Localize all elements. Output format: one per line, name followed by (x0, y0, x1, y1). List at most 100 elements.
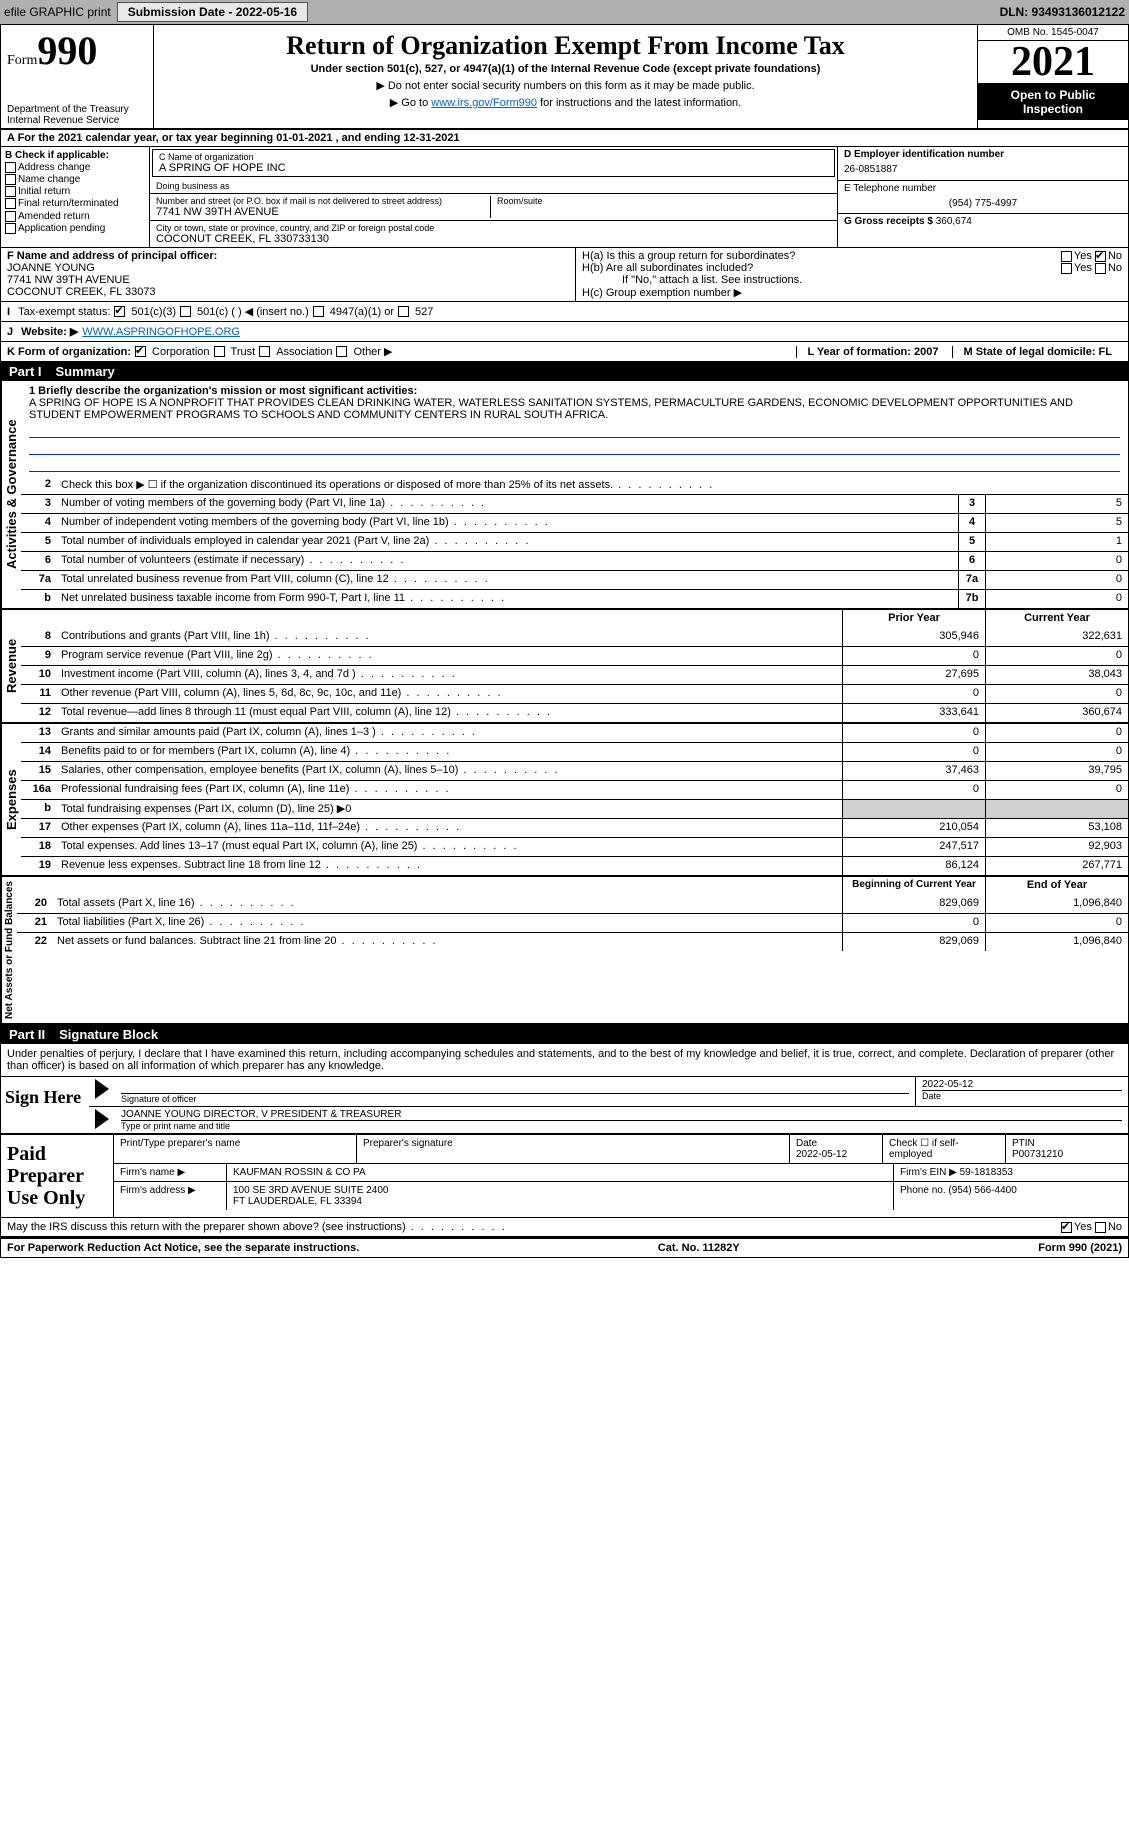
website-link[interactable]: WWW.ASPRINGOFHOPE.ORG (82, 326, 240, 338)
cb-address: Address change (5, 162, 145, 173)
city-label: City or town, state or province, country… (156, 223, 831, 233)
col-d-to-g: D Employer identification number 26-0851… (837, 147, 1128, 247)
line-21: 21Total liabilities (Part X, line 26)00 (17, 913, 1128, 932)
end-year-hdr: End of Year (985, 877, 1128, 895)
line-12: 12Total revenue—add lines 8 through 11 (… (21, 703, 1128, 722)
cb-corp[interactable] (135, 346, 146, 357)
cb-trust[interactable] (214, 346, 225, 357)
ein-label: D Employer identification number (844, 149, 1122, 160)
tax-year: 2021 (978, 41, 1128, 84)
note-ssn: ▶ Do not enter social security numbers o… (162, 79, 969, 92)
arrow-icon (95, 1079, 109, 1099)
gov-line-3: 3Number of voting members of the governi… (21, 494, 1128, 513)
org-name-label: C Name of organization (159, 152, 828, 162)
gov-line-7a: 7aTotal unrelated business revenue from … (21, 570, 1128, 589)
self-emp-hdr: Check ☐ if self-employed (883, 1135, 1006, 1163)
col-c-org-info: C Name of organization A SPRING OF HOPE … (150, 147, 837, 247)
gov-line-b: bNet unrelated business taxable income f… (21, 589, 1128, 608)
header-left: Form990 Department of the Treasury Inter… (1, 25, 154, 128)
cb-501c3[interactable] (114, 306, 125, 317)
state-domicile: M State of legal domicile: FL (952, 346, 1122, 358)
line-8: 8Contributions and grants (Part VIII, li… (21, 628, 1128, 646)
cb-pending: Application pending (5, 223, 145, 234)
rev-header-row: Prior Year Current Year (21, 610, 1128, 628)
dept-label: Department of the Treasury (7, 104, 147, 115)
hb-yes[interactable] (1061, 263, 1072, 274)
firm-addr-label: Firm's address ▶ (114, 1182, 227, 1210)
form-footer: Form 990 (2021) (1038, 1242, 1122, 1254)
line-14: 14Benefits paid to or for members (Part … (21, 742, 1128, 761)
officer-name: JOANNE YOUNG (7, 262, 569, 274)
col-h-group: H(a) Is this a group return for subordin… (575, 248, 1128, 301)
may-discuss-row: May the IRS discuss this return with the… (1, 1217, 1128, 1237)
col-b-checkboxes: B Check if applicable: Address change Na… (1, 147, 150, 247)
footer: For Paperwork Reduction Act Notice, see … (1, 1237, 1128, 1257)
cb-501c[interactable] (180, 306, 191, 317)
sign-here-label: Sign Here (1, 1077, 89, 1133)
form-word: Form (7, 53, 37, 68)
firm-addr1: 100 SE 3RD AVENUE SUITE 2400 (233, 1185, 388, 1196)
firm-phone: (954) 566-4400 (948, 1185, 1016, 1196)
line-18: 18Total expenses. Add lines 13–17 (must … (21, 837, 1128, 856)
cb-name: Name change (5, 174, 145, 185)
row-j-website: J Website: ▶ WWW.ASPRINGOFHOPE.ORG (1, 322, 1128, 342)
officer-addr1: 7741 NW 39TH AVENUE (7, 274, 569, 286)
street-value: 7741 NW 39TH AVENUE (156, 206, 490, 218)
row-k-l-m: K Form of organization: Corporation Trus… (1, 342, 1128, 362)
line-22: 22Net assets or fund balances. Subtract … (17, 932, 1128, 951)
part1-bar: Part I Summary (1, 362, 1128, 381)
line-19: 19Revenue less expenses. Subtract line 1… (21, 856, 1128, 875)
line-17: 17Other expenses (Part IX, column (A), l… (21, 818, 1128, 837)
sig-officer-label: Signature of officer (121, 1093, 909, 1104)
row-a-tax-year: A For the 2021 calendar year, or tax yea… (1, 130, 1128, 147)
firm-name-label: Firm's name ▶ (114, 1164, 227, 1181)
section-expenses: Expenses 13Grants and similar amounts pa… (1, 724, 1128, 877)
hc-label: H(c) Group exemption number ▶ (582, 286, 1122, 299)
may-yes[interactable] (1061, 1222, 1072, 1233)
firm-ein: 59-1818353 (960, 1167, 1013, 1178)
ha-label: H(a) Is this a group return for subordin… (582, 250, 795, 262)
part2-bar: Part II Signature Block (1, 1025, 1128, 1044)
may-no[interactable] (1095, 1222, 1106, 1233)
hb-label: H(b) Are all subordinates included? (582, 262, 753, 274)
part2-num: Part II (9, 1027, 45, 1042)
firm-name: KAUFMAN ROSSIN & CO PA (227, 1164, 894, 1181)
gov-line-4: 4Number of independent voting members of… (21, 513, 1128, 532)
prep-date: 2022-05-12 (796, 1149, 847, 1160)
top-bar: efile GRAPHIC print Submission Date - 20… (0, 0, 1129, 24)
submission-date-button[interactable]: Submission Date - 2022-05-16 (117, 2, 308, 22)
mission-text: A SPRING OF HOPE IS A NONPROFIT THAT PRO… (29, 397, 1120, 421)
gross-label: G Gross receipts $ (844, 216, 933, 227)
prep-sig-hdr: Preparer's signature (357, 1135, 790, 1163)
cb-assoc[interactable] (259, 346, 270, 357)
cb-other[interactable] (336, 346, 347, 357)
line-11: 11Other revenue (Part VIII, column (A), … (21, 684, 1128, 703)
begin-year-hdr: Beginning of Current Year (842, 877, 985, 895)
hb-no[interactable] (1095, 263, 1106, 274)
officer-name-label: Type or print name and title (121, 1120, 1122, 1131)
cb-4947[interactable] (313, 306, 324, 317)
hb-note: If "No," attach a list. See instructions… (582, 274, 1122, 286)
header-right: OMB No. 1545-0047 2021 Open to Public In… (977, 25, 1128, 128)
sign-here-block: Sign Here Signature of officer 2022-05-1… (1, 1076, 1128, 1134)
form-number: 990 (37, 28, 97, 73)
block-f-h: F Name and address of principal officer:… (1, 248, 1128, 302)
arrow-icon (95, 1109, 109, 1129)
side-net: Net Assets or Fund Balances (1, 877, 17, 1023)
ha-no[interactable] (1095, 251, 1106, 262)
open-to-public: Open to Public Inspection (978, 84, 1128, 120)
dln-label: DLN: 93493136012122 (1000, 5, 1125, 19)
cb-527[interactable] (398, 306, 409, 317)
sig-date: 2022-05-12 (922, 1079, 1122, 1090)
side-revenue: Revenue (1, 610, 21, 722)
irs-link[interactable]: www.irs.gov/Form990 (431, 97, 537, 109)
prior-year-hdr: Prior Year (842, 610, 985, 628)
ein-value: 26-0851887 (844, 164, 1122, 175)
mission-q: 1 Briefly describe the organization's mi… (29, 385, 1120, 397)
irs-label: Internal Revenue Service (7, 115, 147, 126)
ha-yes[interactable] (1061, 251, 1072, 262)
form-header: Form990 Department of the Treasury Inter… (1, 25, 1128, 130)
cb-amended: Amended return (5, 211, 145, 222)
row-i-tax-status: I Tax-exempt status: 501(c)(3) 501(c) ( … (1, 302, 1128, 322)
officer-addr2: COCONUT CREEK, FL 33073 (7, 286, 569, 298)
